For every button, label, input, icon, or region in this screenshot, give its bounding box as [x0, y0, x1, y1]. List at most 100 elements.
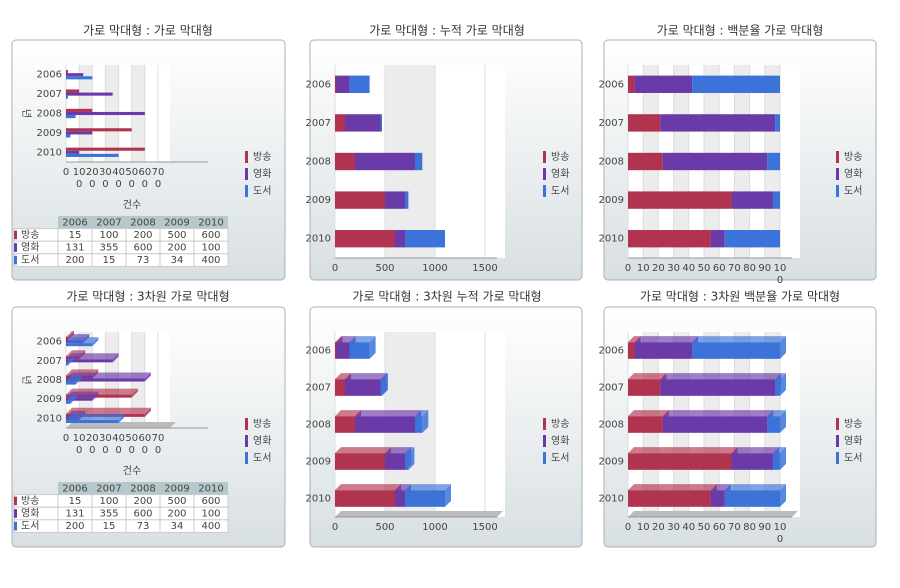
legend-swatch	[836, 151, 839, 163]
bar-top	[349, 336, 376, 343]
x-tick-label-part: 0	[76, 445, 82, 456]
bar	[628, 490, 711, 507]
table-cell: 200	[133, 230, 152, 241]
x-tick-label: 0	[332, 263, 338, 274]
bar-side	[780, 484, 786, 507]
bar	[692, 75, 780, 93]
bar	[335, 230, 395, 248]
x-tick-label: 30	[667, 263, 680, 274]
table-header-cell: 2008	[130, 483, 155, 494]
x-tick-label-part: 0	[129, 445, 135, 456]
bar	[66, 150, 80, 154]
bar-top	[628, 410, 669, 417]
x-tick-label: 80	[743, 263, 756, 274]
x-tick-label: 500	[375, 263, 394, 274]
bar-top	[335, 336, 343, 343]
y-tick-label: 2007	[306, 118, 331, 129]
bar-top	[405, 447, 415, 454]
table-cell: 600	[133, 243, 152, 254]
table-header-cell: 2006	[62, 217, 87, 228]
x-tick-label: 10 0	[774, 522, 787, 545]
x-tick-label: 60 0	[138, 433, 151, 456]
bar	[724, 230, 780, 248]
x-tick-label: 30	[667, 522, 680, 533]
x-tick-label-part: 40	[112, 167, 125, 178]
table-cell: 34	[171, 521, 184, 532]
table-header-cell: 2009	[164, 217, 189, 228]
bar	[662, 416, 768, 433]
bar-top	[385, 447, 411, 454]
y-tick-label: 2009	[599, 457, 624, 468]
table-row-label: 방송	[21, 495, 39, 507]
table-cell: 100	[201, 509, 220, 520]
bar-top	[634, 336, 699, 343]
bar	[775, 379, 780, 396]
x-tick-label: 0	[63, 167, 69, 178]
bar	[628, 152, 663, 171]
table-row-label: 영화	[21, 242, 39, 254]
y-tick-label: 2006	[306, 346, 331, 357]
x-tick-label-part: 30	[99, 167, 112, 178]
x-tick-label: 0	[625, 522, 631, 533]
chart-title: 가로 막대형 : 누적 가로 막대형	[369, 24, 525, 38]
x-tick-label-part: 10	[73, 433, 86, 444]
bar	[628, 230, 711, 248]
bar	[692, 342, 780, 359]
y-axis-title: 년	[20, 109, 32, 118]
legend-label: 방송	[844, 418, 862, 430]
legend-label: 영화	[551, 435, 569, 447]
bar	[710, 230, 725, 248]
floor	[335, 511, 503, 517]
bar	[66, 397, 93, 401]
bar-top	[662, 410, 774, 417]
x-tick-label-part: 0	[115, 445, 121, 456]
y-axis-title: 년	[20, 375, 32, 384]
table-cell: 355	[99, 243, 118, 254]
x-tick-label-part: 10	[774, 522, 787, 533]
bar	[628, 342, 635, 359]
bar-top	[692, 336, 786, 343]
bar-side	[369, 336, 376, 359]
x-tick-label-part: 60	[138, 433, 151, 444]
table-cell: 15	[103, 255, 116, 266]
bar	[634, 75, 693, 93]
bar	[66, 95, 68, 99]
table-cell: 73	[137, 521, 150, 532]
legend-label: 도서	[253, 185, 271, 197]
bar	[66, 111, 145, 116]
bar	[349, 342, 370, 359]
legend-swatch	[836, 185, 839, 197]
y-tick-label: 2010	[599, 234, 624, 245]
bar	[775, 114, 780, 132]
legend-label: 방송	[551, 151, 569, 163]
legend-swatch	[543, 435, 546, 447]
legend-label: 방송	[844, 151, 862, 163]
bar	[628, 379, 661, 396]
bar	[66, 343, 93, 347]
bar	[66, 70, 68, 74]
bar-top	[345, 373, 387, 380]
bar	[66, 381, 76, 385]
legend-swatch	[245, 452, 248, 464]
bar-side	[780, 373, 786, 396]
bar	[335, 191, 385, 209]
x-tick-label: 50	[698, 522, 711, 533]
legend-swatch	[245, 185, 248, 197]
table-cell: 34	[171, 255, 184, 266]
bar-side	[422, 410, 429, 433]
table-row	[13, 253, 229, 267]
legend-label: 도서	[844, 452, 862, 464]
bar-top	[66, 337, 99, 344]
table-swatch	[14, 521, 17, 531]
bar-top	[767, 410, 786, 417]
x-tick-label-part: 0	[89, 445, 95, 456]
bar-side	[92, 337, 99, 347]
table-row	[13, 506, 229, 521]
x-tick-label: 20 0	[86, 433, 99, 456]
table-swatch	[14, 230, 17, 240]
bar	[335, 490, 395, 507]
x-tick-label: 40	[682, 522, 695, 533]
x-tick-label-part: 0	[777, 534, 783, 545]
legend-swatch	[543, 168, 546, 180]
x-tick-label-part: 70	[152, 167, 165, 178]
